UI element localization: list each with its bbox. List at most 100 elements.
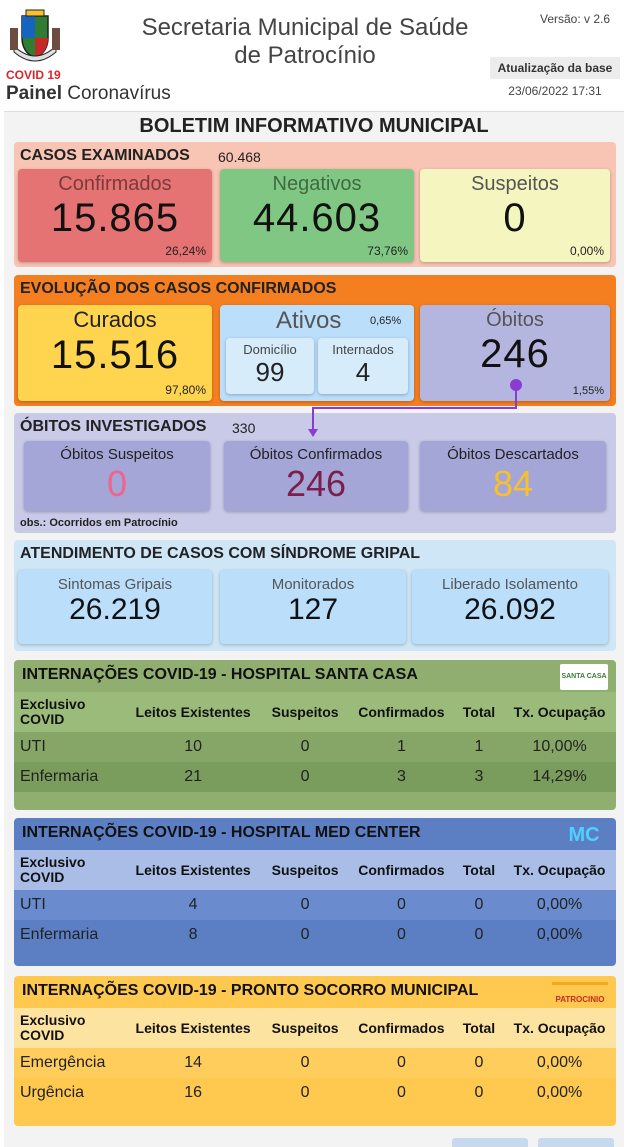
table-title: INTERNAÇÕES COVID-19 - HOSPITAL SANTA CA… [22,666,418,683]
card-value: 15.516 [50,333,180,377]
col-header: Suspeitos [271,1019,339,1036]
col-header: Leitos Existentes [135,703,251,720]
negative-card: Negativos 44.603 73,76% [220,169,414,262]
card-value: 0 [503,196,527,240]
col-header: Exclusivo COVID [20,854,86,885]
table-cell: UTI [20,738,46,755]
card-percent: 26,24% [165,244,206,258]
card-percent: 1,55% [572,385,604,397]
card-label: Monitorados [271,576,355,593]
table-cell: 0 [474,1054,484,1071]
col-header: Tx. Ocupação [513,1019,606,1036]
col-header: Exclusivo COVID [20,696,86,727]
card-label: Liberado Isolamento [442,576,578,593]
table-cell: 0 [300,768,310,785]
col-header: Total [462,861,496,878]
pronto-socorro-table-section: INTERNAÇÕES COVID-19 - PRONTO SOCORRO MU… [14,976,616,1126]
section-title: ATENDIMENTO DE CASOS COM SÍNDROME GRIPAL [20,545,421,562]
investigated-total: 330 [232,420,256,436]
patrocinio-logo: PATROCINIO [552,982,608,1006]
card-percent: 73,76% [367,244,408,258]
card-value: 44.603 [252,196,382,240]
hospitalized-subcard: Internados 4 [318,338,408,394]
city-coat-of-arms-logo [8,8,62,70]
covid-label: COVID 19 [6,68,61,82]
table-cell: 8 [188,926,198,943]
update-date: 23/06/2022 17:31 [508,84,602,98]
released-isolation-card: Liberado Isolamento 26.092 [412,570,608,644]
table-cell: 0 [396,1084,406,1101]
table-row: Emergência 14 0 0 0 0,00% [14,1048,616,1078]
flu-syndrome-section: ATENDIMENTO DE CASOS COM SÍNDROME GRIPAL… [14,540,616,651]
col-header: Leitos Existentes [135,861,251,878]
col-header: Total [462,703,496,720]
card-percent: 0,00% [569,244,604,258]
table-cell: 0 [300,896,310,913]
cured-card: Curados 15.516 97,80% [18,305,212,401]
board-title: BOLETIM INFORMATIVO MUNICIPAL [139,115,489,137]
card-label: Óbitos [486,309,544,331]
table-cell: 14,29% [532,768,587,785]
table-row: Urgência 16 0 0 0 0,00% [14,1078,616,1108]
col-header: Tx. Ocupação [513,861,606,878]
table-row: Enfermaria 8 0 0 0 0,00% [14,920,616,950]
card-label: Sintomas Gripais [57,576,173,593]
home-subcard: Domicílio 99 [226,338,314,394]
card-label: Ativos [276,307,342,334]
card-value: 15.865 [50,196,180,240]
table-cell: 0,00% [536,1054,583,1071]
section-title: ÓBITOS INVESTIGADOS [20,418,207,435]
table-cell: 0,00% [536,1084,583,1101]
suspect-card: Suspeitos 0 0,00% [420,169,610,262]
table-cell: 0 [300,926,310,943]
col-header: Total [462,1019,496,1036]
table-cell: Enfermaria [20,768,99,785]
table-cell: 0 [474,926,484,943]
table-cell: 0,00% [536,926,583,943]
table-cell: 16 [184,1084,202,1101]
table-cell: 0 [396,896,406,913]
table-cell: 3 [474,768,484,785]
card-value: 246 [480,332,550,376]
card-label: Confirmados [58,173,172,195]
prev-page-button[interactable] [452,1138,528,1147]
col-header: Leitos Existentes [135,1019,251,1036]
discarded-deaths-card: Óbitos Descartados 84 [420,441,606,511]
card-value: 246 [285,463,347,504]
table-cell: 14 [184,1054,202,1071]
santa-casa-logo: SANTA CASA [560,664,608,690]
hospitalized-label: Internados [332,342,394,357]
monitored-card: Monitorados 127 [220,570,406,644]
card-percent: 97,80% [165,383,206,397]
med-center-logo: MC [568,824,600,846]
table-cell: 0 [474,896,484,913]
table-cell: 1 [474,738,484,755]
card-value: 0 [106,463,128,504]
table-cell: 1 [396,738,406,755]
pronto-socorro-table: Exclusivo COVID Leitos Existentes Suspei… [14,1008,616,1108]
card-value: 26.219 [69,593,161,626]
flu-symptoms-card: Sintomas Gripais 26.219 [18,570,212,644]
med-center-table-section: INTERNAÇÕES COVID-19 - HOSPITAL MED CENT… [14,818,616,966]
table-cell: 10,00% [532,738,587,755]
card-label: Óbitos Suspeitos [60,446,174,463]
table-cell: 21 [184,768,202,785]
observation-note: obs.: Ocorridos em Patrocínio [20,517,178,529]
col-header: Confirmados [358,861,445,878]
section-title: EVOLUÇÃO DOS CASOS CONFIRMADOS [20,280,337,297]
table-cell: UTI [20,896,46,913]
santa-casa-table-section: INTERNAÇÕES COVID-19 - HOSPITAL SANTA CA… [14,660,616,810]
table-cell: 4 [188,896,198,913]
card-value: 26.092 [464,593,556,626]
hospitalized-value: 4 [355,357,371,387]
card-label: Suspeitos [471,173,559,195]
table-cell: 0 [300,1054,310,1071]
next-page-button[interactable] [538,1138,614,1147]
table-row: UTI 10 0 1 1 10,00% [14,732,616,762]
table-cell: Urgência [20,1084,85,1101]
table-cell: 0,00% [536,896,583,913]
page-title: Secretaria Municipal de Saúde de Patrocí… [141,14,469,69]
active-card: Ativos 0,65% Domicílio 99 Internados 4 [220,305,414,401]
table-title: INTERNAÇÕES COVID-19 - HOSPITAL MED CENT… [22,824,421,841]
table-row: Enfermaria 21 0 3 3 14,29% [14,762,616,792]
